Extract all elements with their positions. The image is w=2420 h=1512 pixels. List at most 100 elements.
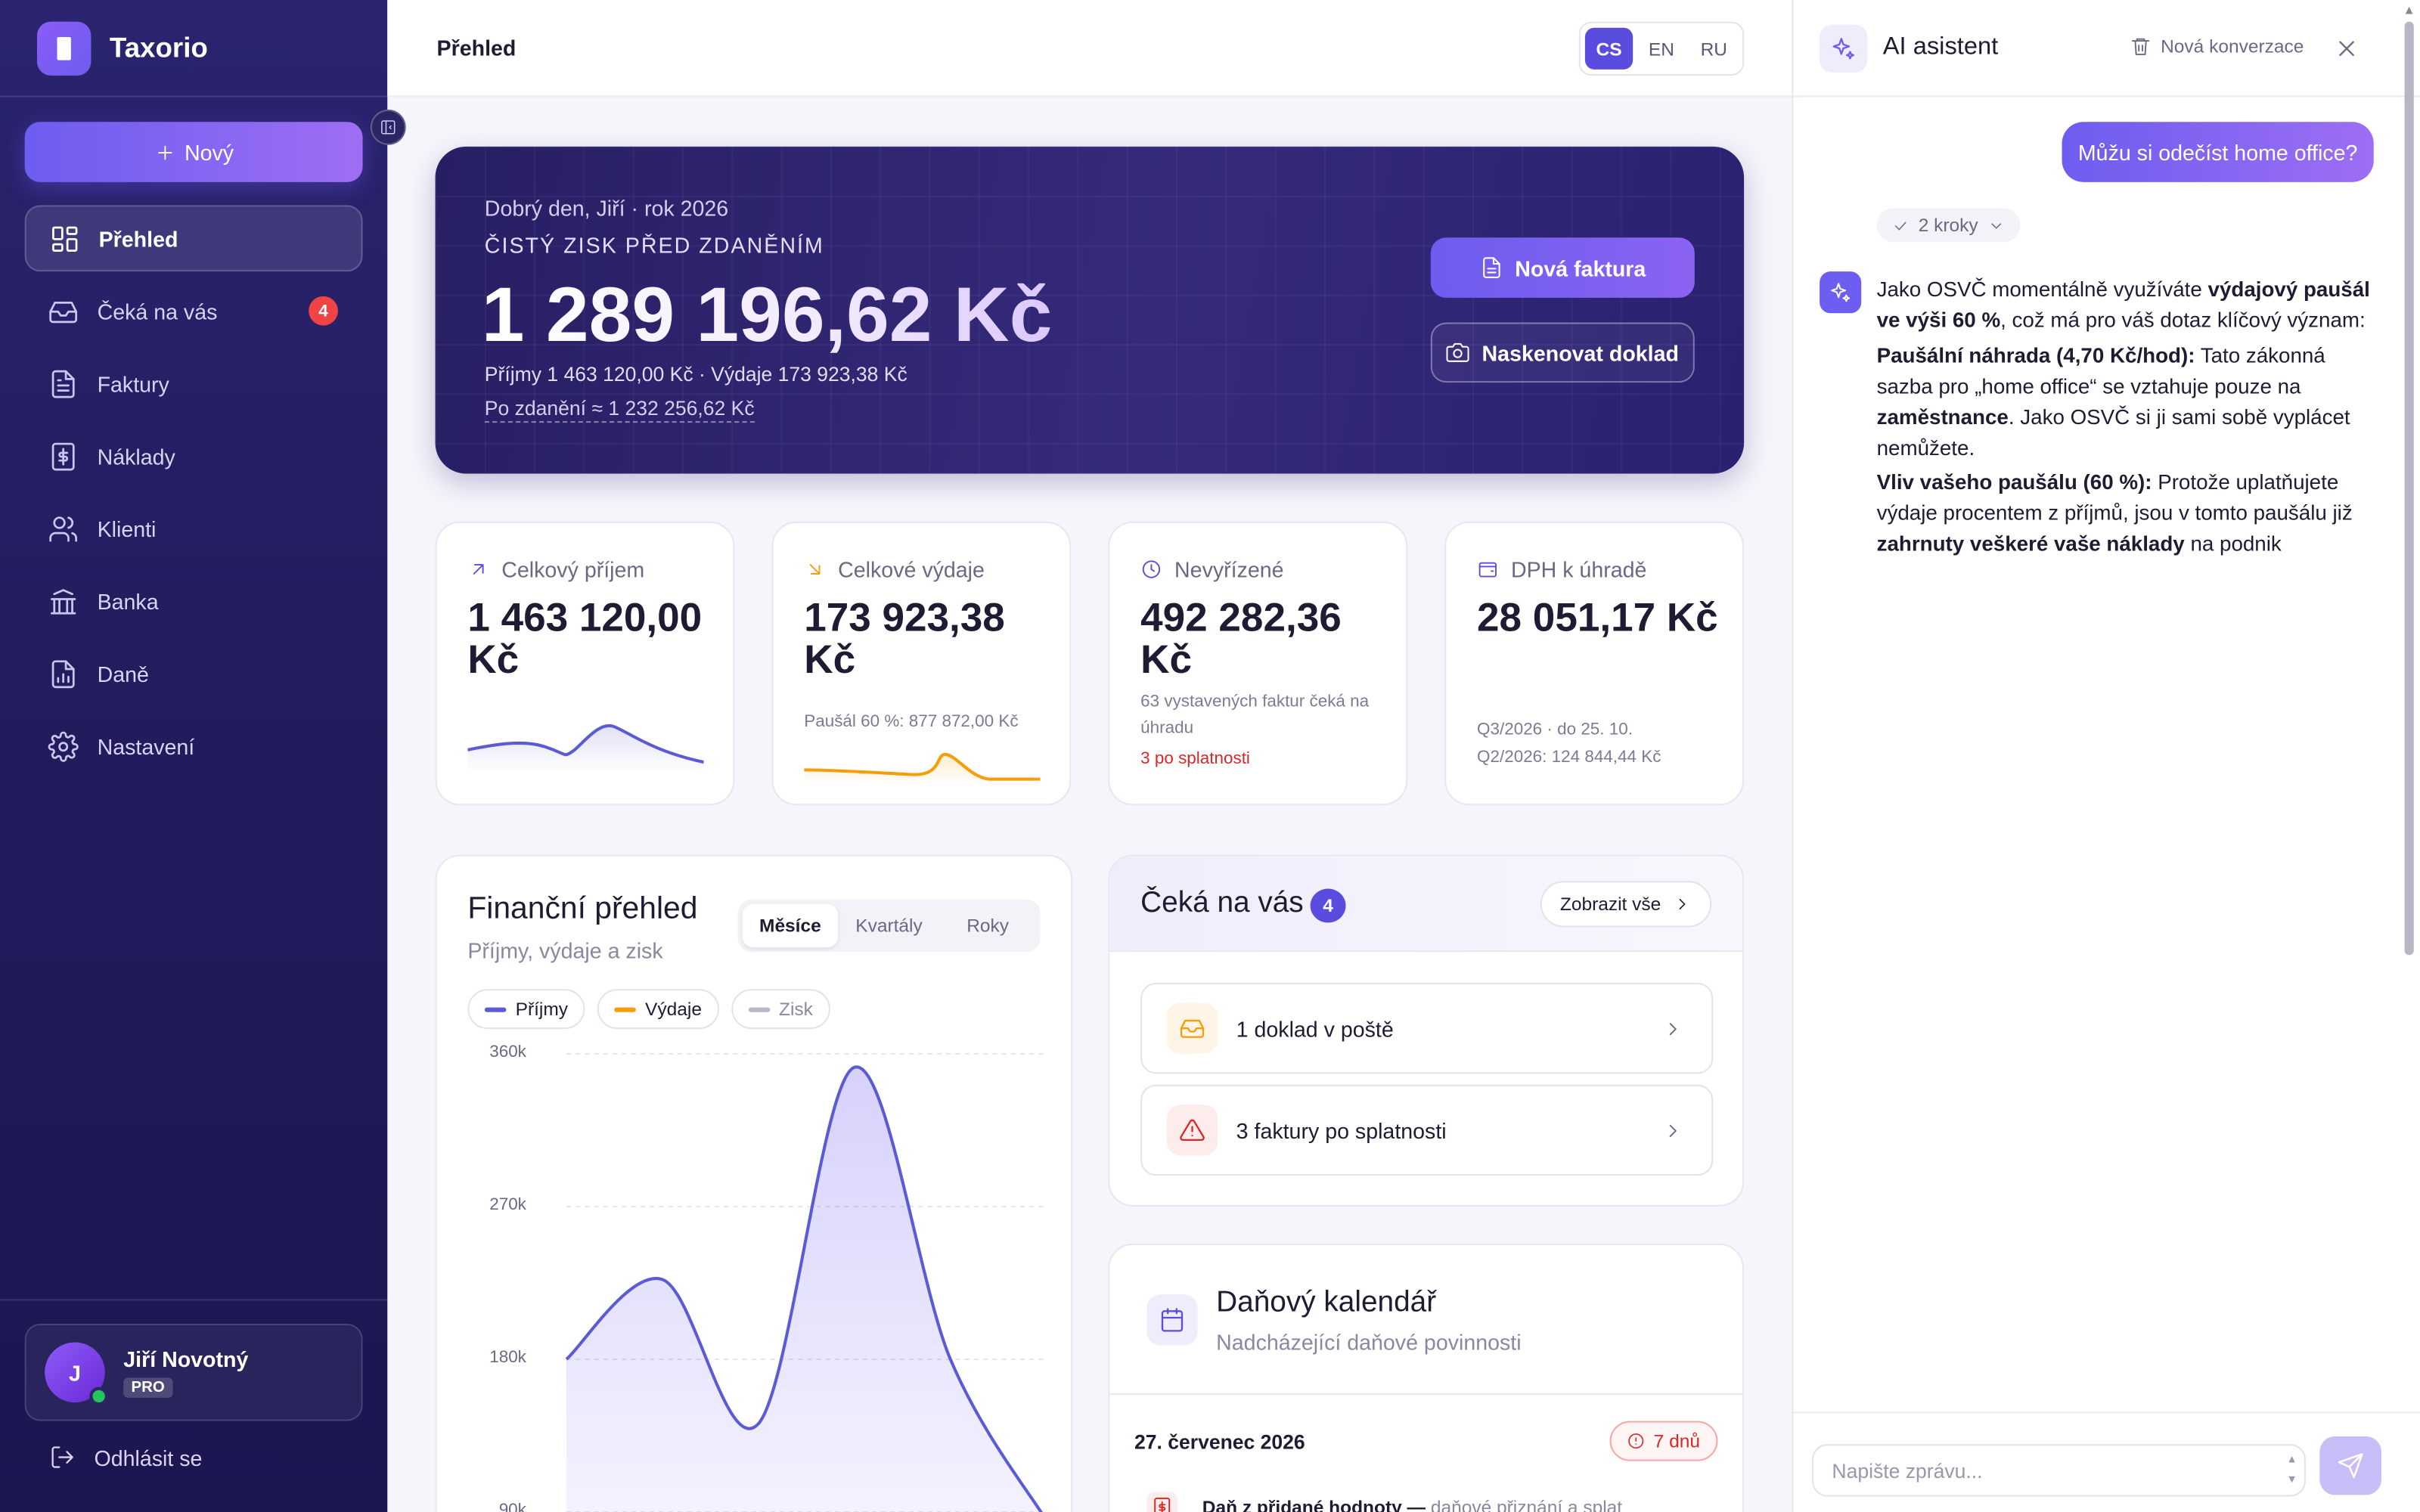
answer-text: , což má pro váš dotaz klíčový význam: [2000, 308, 2366, 332]
arrow-up-right-icon [467, 559, 489, 581]
greeting: Dobrý den, Jiří · rok 2026 [484, 196, 729, 221]
stat-label: Nevyřízené [1140, 556, 1284, 582]
sidebar-item-label: Přehled [98, 225, 178, 251]
chart-legend: Příjmy Výdaje Zisk [467, 989, 830, 1030]
sidebar-item-naklady[interactable]: Náklady [25, 423, 363, 489]
main-header: Přehled CS EN RU [387, 0, 1792, 98]
tax-doc-icon [1146, 1492, 1178, 1512]
sidebar-item-nastaveni[interactable]: Nastavení [25, 713, 363, 779]
stat-card-income[interactable]: Celkový příjem 1 463 120,00 Kč [435, 521, 735, 806]
sidebar-item-label: Klienti [97, 516, 157, 541]
divider [1109, 1393, 1743, 1395]
after-tax-estimate[interactable]: Po zdanění ≈ 1 232 256,62 Kč [484, 396, 755, 423]
tab-quarters[interactable]: Kvartály [855, 915, 923, 937]
page-title: Přehled [436, 35, 517, 60]
waiting-card: Čeká na vás 4 Zobrazit vše 1 doklad v po… [1108, 854, 1745, 1207]
collapse-sidebar-button[interactable] [370, 109, 406, 145]
avatar-initial: J [69, 1359, 81, 1385]
ai-header: AI asistent Nová konverzace [1793, 0, 2420, 98]
vat-previous-note: Q2/2026: 124 844,44 Kč [1477, 748, 1661, 767]
message-input[interactable] [1811, 1444, 2306, 1497]
sidebar-item-dane[interactable]: Daně [25, 640, 363, 707]
calendar-icon [1146, 1294, 1198, 1346]
warning-icon [1166, 1105, 1218, 1156]
answer-text: . Jako OSVČ si ji sami sobě vyplácet nem… [1876, 405, 2350, 460]
scan-receipt-button[interactable]: Naskenovat doklad [1430, 322, 1695, 383]
show-all-button[interactable]: Zobrazit vše [1540, 881, 1712, 928]
users-icon [48, 513, 79, 544]
sidebar-item-label: Banka [97, 588, 159, 614]
calendar-item[interactable]: Daň z přidané hodnoty — daňové přiznání … [1146, 1492, 1717, 1512]
answer-bold: zaměstnance [1876, 405, 2009, 429]
sidebar-item-klienti[interactable]: Klienti [25, 495, 363, 562]
new-conversation-button[interactable]: Nová konverzace [2130, 36, 2304, 57]
tab-years[interactable]: Roky [966, 915, 1010, 937]
sidebar-badge: 4 [309, 296, 338, 326]
new-invoice-button[interactable]: Nová faktura [1430, 237, 1695, 298]
net-profit-amount: 1 289 196,62 Kč [482, 270, 1053, 359]
logout-button[interactable]: Odhlásit se [49, 1444, 202, 1470]
sidebar-item-ceka-na-vas[interactable]: Čeká na vás 4 [25, 277, 363, 344]
steps-label: 2 kroky [1918, 214, 1978, 237]
tax-calendar-subtitle: Nadcházející daňové povinnosti [1216, 1330, 1522, 1355]
stat-label-text: Celkové výdaje [838, 556, 985, 582]
waiting-item-mail[interactable]: 1 doklad v poště [1140, 982, 1714, 1074]
language-cs[interactable]: CS [1584, 27, 1634, 70]
alert-circle-icon [1627, 1432, 1646, 1450]
legend-expenses[interactable]: Výdaje [597, 989, 719, 1030]
scroll-up-icon[interactable]: ▲ [2403, 3, 2415, 17]
legend-profit[interactable]: Zisk [731, 989, 830, 1030]
finance-title: Finanční přehled [467, 891, 698, 926]
file-icon [48, 368, 79, 399]
dollar-doc-icon [48, 441, 79, 472]
send-icon[interactable] [2319, 1436, 2381, 1495]
finance-overview-card: Finanční přehled Příjmy, výdaje a zisk M… [435, 854, 1073, 1512]
sidebar-item-label: Nastavení [97, 733, 195, 759]
answer-text: Jako OSVČ momentálně využíváte [1876, 277, 2208, 301]
clock-icon [1140, 559, 1162, 581]
sidebar-item-prehled[interactable]: Přehled [24, 205, 363, 272]
user-card[interactable]: J Jiří Novotný PRO [24, 1324, 363, 1421]
file-icon [1479, 256, 1503, 280]
finance-area-chart [565, 1052, 1047, 1512]
stat-value: 1 463 120,00 Kč [467, 593, 703, 683]
days-left-label: 7 dnů [1653, 1430, 1700, 1452]
tab-months[interactable]: Měsíce [742, 903, 839, 948]
gear-icon [48, 730, 79, 761]
ai-title: AI asistent [1882, 33, 1999, 60]
stat-card-pending[interactable]: Nevyřízené 492 282,36 Kč 63 vystavených … [1108, 521, 1408, 806]
pending-invoices-note: 63 vystavených faktur čeká na úhradu [1140, 692, 1370, 738]
new-button-label: Nový [184, 139, 234, 165]
sidebar-item-banka[interactable]: Banka [25, 568, 363, 634]
check-icon [1892, 217, 1909, 234]
answer-text: Protože uplatňujete výdaje procentem z p… [1876, 470, 2353, 525]
legend-label: Zisk [778, 998, 813, 1020]
income-sparkline [467, 723, 704, 773]
sidebar-item-faktury[interactable]: Faktury [25, 350, 363, 417]
language-switcher: CS EN RU [1578, 21, 1745, 76]
new-conversation-label: Nová konverzace [2161, 35, 2304, 57]
sidebar-nav: Přehled Čeká na vás 4 Faktury Náklady Kl… [24, 205, 363, 785]
flat-rate-note: Paušál 60 %: 877 872,00 Kč [804, 712, 1019, 732]
close-icon[interactable] [2334, 36, 2360, 62]
steps-toggle[interactable]: 2 kroky [1876, 208, 2020, 243]
stat-value: 492 282,36 Kč [1140, 593, 1342, 683]
y-tick-label: 360k [489, 1043, 526, 1062]
new-button[interactable]: Nový [24, 122, 363, 182]
inbox-icon [48, 296, 79, 327]
resize-handle-icon[interactable]: ▲ ▼ [2286, 1455, 2297, 1486]
answer-bold: Vliv vašeho paušálu (60 %): [1876, 470, 2152, 494]
divider [0, 1299, 388, 1301]
language-ru[interactable]: RU [1700, 37, 1728, 60]
inbox-icon [1166, 1002, 1218, 1054]
legend-income[interactable]: Příjmy [467, 989, 585, 1030]
logout-label: Odhlásit se [94, 1445, 203, 1470]
scrollbar[interactable] [2404, 21, 2414, 956]
stat-card-vat[interactable]: DPH k úhradě 28 051,17 Kč Q3/2026 · do 2… [1444, 521, 1745, 806]
stat-label-text: Celkový příjem [501, 556, 645, 582]
stat-label-text: Nevyřízené [1174, 556, 1284, 582]
language-en[interactable]: EN [1648, 37, 1674, 60]
waiting-item-overdue[interactable]: 3 faktury po splatnosti [1140, 1084, 1714, 1176]
stat-card-expenses[interactable]: Celkové výdaje 173 923,38 Kč Paušál 60 %… [771, 521, 1072, 806]
tax-calendar-title: Daňový kalendář [1216, 1287, 1437, 1319]
